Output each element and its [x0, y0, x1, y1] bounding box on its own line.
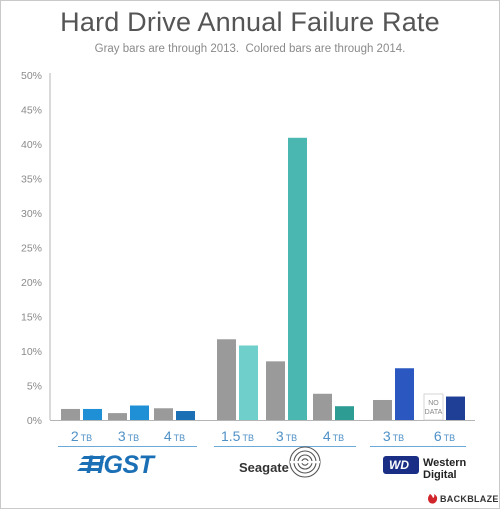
y-axis-ticks: 0% 5% 10% 15% 20% 25% 30% 35% 40% 45% 50% — [21, 70, 42, 427]
bar-2014-hgst-2tb — [83, 408, 102, 420]
bar-2013-western-digital-3tb — [373, 399, 392, 420]
capacity-label: 3 TB — [276, 428, 297, 444]
capacity-label: 3 TB — [383, 428, 404, 444]
chart-title: Hard Drive Annual Failure Rate — [60, 7, 440, 37]
seagate-logo-text: Seagate — [239, 460, 289, 475]
bar-2013-hgst-4tb — [154, 408, 173, 420]
bar-2014-seagate-1.5tb — [239, 345, 258, 420]
bar-2013-seagate-4tb — [313, 393, 332, 420]
y-tick-label: 50% — [21, 70, 42, 82]
wd-mark-text: WD — [389, 458, 409, 472]
y-tick-label: 40% — [21, 139, 42, 151]
y-tick-label: 30% — [21, 208, 42, 220]
y-tick-label: 20% — [21, 277, 42, 289]
bar-2013-hgst-3tb — [108, 413, 127, 420]
chart-subtitle: Gray bars are through 2013. Colored bars… — [94, 43, 406, 55]
western-digital-logo: WD Western Digital — [383, 456, 466, 481]
seagate-logo: Seagate — [239, 446, 321, 478]
y-tick-label: 35% — [21, 174, 42, 186]
bar-2014-seagate-3tb — [288, 137, 307, 421]
bar-2014-western-digital-3tb — [395, 368, 414, 420]
capacity-label: 3 TB — [118, 428, 139, 444]
bar-2013-seagate-1.5tb — [217, 339, 236, 420]
seagate-swirl-icon — [289, 446, 321, 478]
backblaze-text: BACKBLAZE — [440, 494, 499, 504]
wd-mark-icon — [383, 456, 419, 474]
no-data-box — [423, 393, 444, 421]
bar-2014-hgst-4tb — [176, 411, 195, 420]
bar-2013-hgst-2tb — [61, 408, 80, 420]
bar-2014-hgst-3tb — [130, 405, 149, 420]
backblaze-logo: BACKBLAZE — [428, 494, 499, 504]
axes — [49, 73, 475, 421]
bar-2014-western-digital-6tb — [446, 396, 465, 420]
y-tick-label: 5% — [27, 381, 42, 393]
y-tick-label: 0% — [27, 415, 42, 427]
wd-line2: Digital — [423, 469, 457, 481]
y-tick-label: 25% — [21, 243, 42, 255]
capacity-label: 4 TB — [323, 428, 344, 444]
y-tick-label: 45% — [21, 105, 42, 117]
hgst-logo: HGST — [77, 451, 157, 479]
bar-2014-seagate-4tb — [335, 406, 354, 420]
hgst-logo-text: HGST — [86, 451, 157, 479]
y-tick-label: 15% — [21, 312, 42, 324]
backblaze-flame-icon — [428, 494, 438, 504]
no-data-label: DATA — [425, 409, 443, 416]
hgst-stripes-icon — [77, 456, 106, 471]
capacity-label: 1.5 TB — [221, 428, 254, 444]
y-tick-label: 10% — [21, 346, 42, 358]
bar-2013-seagate-3tb — [266, 361, 285, 420]
bars: NO DATA — [61, 137, 465, 421]
capacity-label: 6 TB — [434, 428, 455, 444]
capacity-label: 4 TB — [164, 428, 185, 444]
wd-line1: Western — [423, 457, 466, 469]
capacity-labels: 2 TB 3 TB 4 TB 1.5 TB 3 TB 4 TB 3 TB 6 TB — [71, 428, 455, 444]
capacity-label: 2 TB — [71, 428, 92, 444]
no-data-label: NO — [428, 400, 439, 407]
